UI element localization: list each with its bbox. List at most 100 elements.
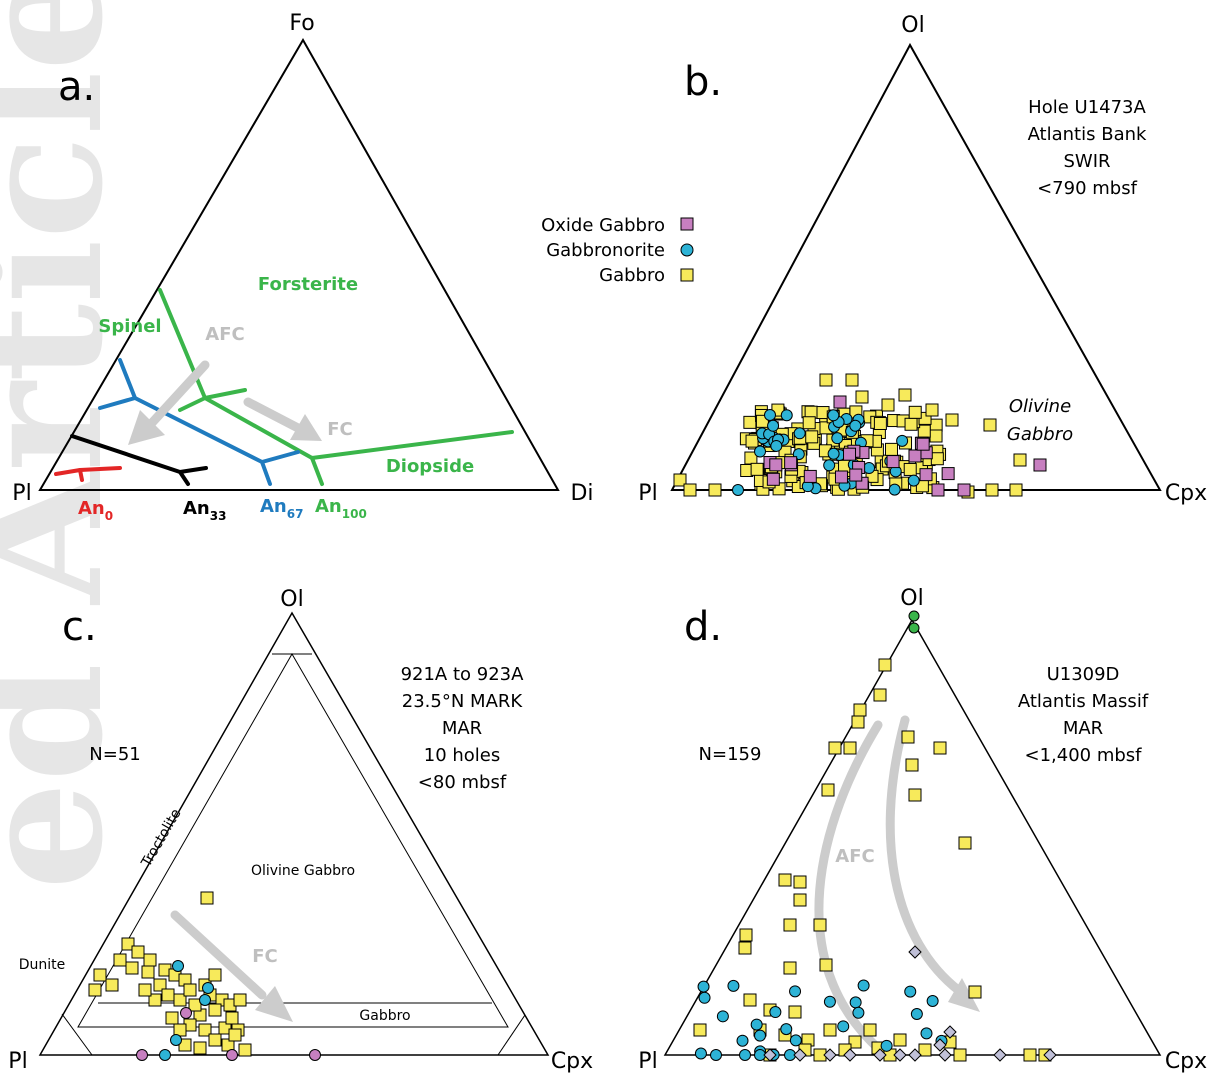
gabbro-point bbox=[683, 483, 697, 497]
gabbro-point bbox=[218, 1021, 232, 1035]
ternary-triangle-c bbox=[38, 611, 550, 1056]
field-boundary-inner bbox=[77, 652, 509, 1028]
gabbro-point bbox=[802, 416, 816, 430]
gabbronorite-point bbox=[170, 1034, 182, 1046]
gabbronorite-point bbox=[764, 409, 776, 421]
label-fc-a: FC bbox=[327, 419, 353, 440]
gabbronorite-point bbox=[789, 985, 802, 998]
oxide-gabbro-point bbox=[180, 1007, 192, 1019]
tick-an67 bbox=[260, 450, 300, 464]
gabbro-point bbox=[898, 388, 912, 402]
oxide-diamond-point bbox=[763, 1048, 777, 1062]
gabbro-point bbox=[908, 788, 922, 802]
gabbronorite-point bbox=[849, 996, 862, 1009]
apex-ol-b: Ol bbox=[901, 13, 924, 38]
oxide-gabbro-point bbox=[931, 483, 945, 497]
gabbro-point bbox=[845, 373, 859, 387]
gabbro-point bbox=[1023, 1048, 1037, 1062]
oxide-diamond-point bbox=[993, 1048, 1007, 1062]
gabbro-point bbox=[828, 741, 842, 755]
gabbro-point bbox=[933, 741, 947, 755]
cotectic-an100 bbox=[158, 288, 514, 460]
isotherm-an33: An33 bbox=[183, 498, 226, 523]
oxide-diamond-point bbox=[938, 1048, 952, 1062]
apex-pl-a: Pl bbox=[12, 481, 31, 506]
afc-arrow-d-right bbox=[885, 715, 970, 1000]
isotherm-an0: An0 bbox=[78, 498, 113, 523]
oxide-gabbro-point bbox=[908, 449, 922, 463]
info-b-1: Atlantis Bank bbox=[1028, 124, 1147, 145]
dunite-point bbox=[908, 610, 920, 622]
n-label-c: N=51 bbox=[89, 744, 140, 765]
oxide-gabbro-point bbox=[941, 467, 955, 481]
gabbronorite-point bbox=[727, 979, 740, 992]
gabbro-point bbox=[121, 937, 135, 951]
watermark-text: ed Article bbox=[0, 0, 141, 890]
gabbro-point bbox=[141, 965, 155, 979]
gabbro-point bbox=[225, 1011, 239, 1025]
apex-cpx-d: Cpx bbox=[1165, 1049, 1207, 1074]
gabbronorite-point bbox=[698, 991, 711, 1004]
gabbro-point bbox=[843, 741, 857, 755]
gabbronorite-point bbox=[770, 439, 783, 452]
legend-gabbro: Gabbro bbox=[599, 265, 665, 286]
apex-pl-c: Pl bbox=[8, 1049, 27, 1074]
gabbro-point bbox=[983, 418, 997, 432]
tick-an100 bbox=[310, 456, 324, 486]
tick-an33 bbox=[178, 466, 208, 474]
gabbro-point bbox=[848, 1035, 862, 1049]
info-d-0: U1309D bbox=[1047, 664, 1120, 685]
oxide-gabbro-point bbox=[309, 1049, 321, 1061]
gabbro-point bbox=[930, 452, 944, 466]
gabbro-point bbox=[903, 462, 917, 476]
gabbro-point bbox=[823, 1023, 837, 1037]
oxide-gabbro-point bbox=[784, 456, 798, 470]
oxide-gabbro-point bbox=[834, 470, 848, 484]
gabbronorite-point bbox=[926, 995, 939, 1008]
fc-arrowhead-c bbox=[255, 986, 293, 1022]
gabbronorite-point bbox=[780, 1023, 793, 1036]
gabbro-point bbox=[783, 918, 797, 932]
gabbro-point bbox=[750, 462, 764, 476]
gabbro-point bbox=[208, 1003, 222, 1017]
gabbronorite-point bbox=[789, 1034, 802, 1047]
gabbro-point bbox=[945, 413, 959, 427]
gabbronorite-point bbox=[716, 1010, 729, 1023]
info-c-3: 10 holes bbox=[424, 745, 501, 766]
ternary-triangle-a bbox=[38, 37, 560, 491]
oxide-diamond-point bbox=[793, 1048, 807, 1062]
legend-oxide-gabbro: Oxide Gabbro bbox=[541, 215, 665, 236]
tieline-an100 bbox=[178, 388, 247, 412]
gabbro-point bbox=[173, 993, 187, 1007]
apex-pl-d: Pl bbox=[638, 1049, 657, 1074]
apex-ol-c: Ol bbox=[280, 587, 303, 612]
oxide-gabbro-point bbox=[833, 395, 847, 409]
cpx-corner-boundary bbox=[497, 1014, 526, 1056]
oxide-diamond-point bbox=[933, 1038, 947, 1052]
info-b-0: Hole U1473A bbox=[1028, 97, 1146, 118]
gabbronorite-point bbox=[694, 1047, 707, 1060]
field-olivine-gabbro: Olivine Gabbro bbox=[251, 863, 355, 879]
gabbro-point bbox=[113, 953, 127, 967]
gabbronorite-point bbox=[837, 1020, 850, 1033]
info-d-2: MAR bbox=[1063, 718, 1103, 739]
gabbronorite-point bbox=[880, 1039, 893, 1052]
field-spinel: Spinel bbox=[98, 316, 161, 337]
gabbronorite-point bbox=[831, 432, 844, 445]
gabbronorite-point bbox=[732, 484, 744, 496]
fc-arrowhead-a bbox=[290, 414, 322, 441]
gabbro-point bbox=[819, 373, 833, 387]
apex-cpx-c: Cpx bbox=[551, 1049, 593, 1074]
gabbro-point bbox=[743, 993, 757, 1007]
afc-arrowhead-d bbox=[948, 978, 980, 1012]
oxide-gabbro-point bbox=[916, 437, 930, 451]
label-fc-c: FC bbox=[252, 946, 278, 967]
info-b-2: SWIR bbox=[1063, 151, 1110, 172]
points-c bbox=[88, 891, 321, 1061]
gabbronorite-point bbox=[767, 419, 780, 432]
isotherm-an67: An67 bbox=[260, 496, 303, 521]
gabbro-point bbox=[783, 961, 797, 975]
info-d-1: Atlantis Massif bbox=[1018, 691, 1149, 712]
oxide-diamond-point bbox=[908, 945, 922, 959]
gabbronorite-point bbox=[159, 1049, 171, 1061]
